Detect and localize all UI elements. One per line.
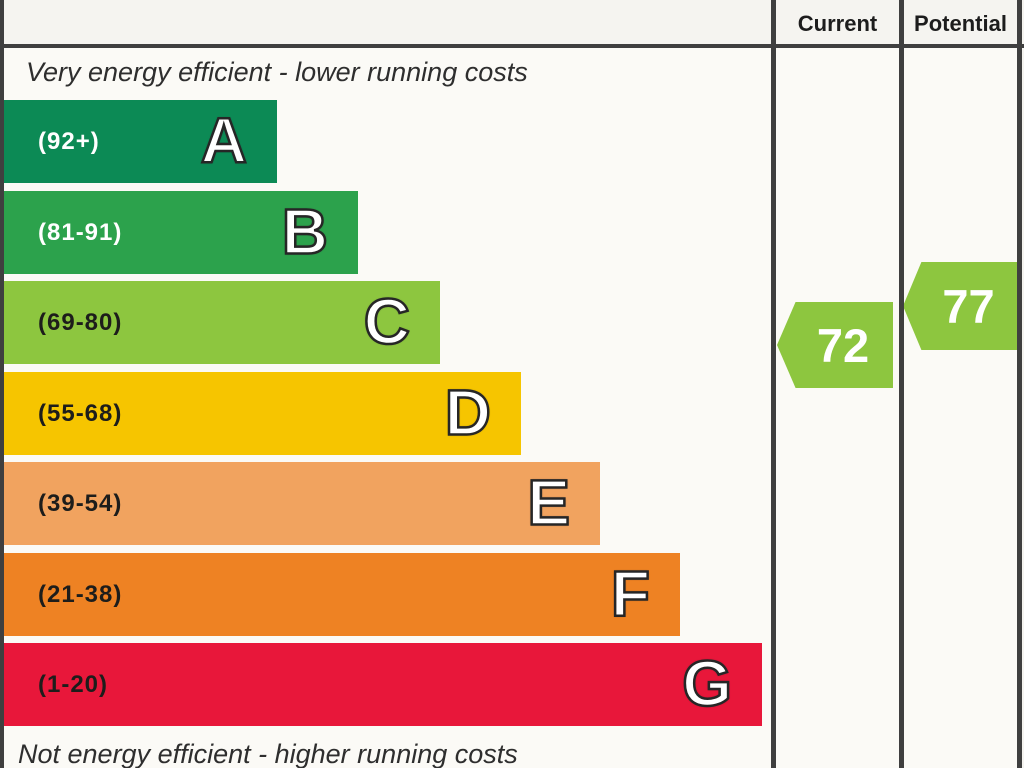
current-column-header: Current bbox=[797, 11, 878, 36]
potential-column-header: Potential bbox=[914, 11, 1007, 36]
band-a-range: (92+) bbox=[38, 127, 100, 155]
band-e: (39-54) E bbox=[4, 462, 600, 545]
band-g: (1-20) G bbox=[4, 643, 762, 726]
band-c-letter: C bbox=[363, 285, 412, 358]
bottom-caption: Not energy efficient - higher running co… bbox=[18, 739, 518, 768]
table-left-border bbox=[0, 0, 4, 768]
band-g-range: (1-20) bbox=[38, 670, 109, 698]
band-g-letter: G bbox=[681, 647, 733, 720]
current-potential-divider bbox=[899, 0, 904, 768]
header-divider-line bbox=[0, 44, 1024, 48]
band-c-range: (69-80) bbox=[38, 308, 123, 336]
chart-current-divider bbox=[771, 0, 776, 768]
band-b: (81-91) B bbox=[4, 191, 358, 274]
band-d: (55-68) D bbox=[4, 372, 521, 455]
band-e-range: (39-54) bbox=[38, 489, 123, 517]
band-a-letter: A bbox=[200, 104, 249, 177]
band-c: (69-80) C bbox=[4, 281, 440, 364]
band-e-letter: E bbox=[526, 466, 571, 539]
table-right-border bbox=[1017, 0, 1022, 768]
band-f-letter: F bbox=[610, 557, 652, 630]
current-rating-marker: 72 bbox=[777, 302, 893, 388]
band-a: (92+) A bbox=[4, 100, 277, 183]
band-d-range: (55-68) bbox=[38, 399, 123, 427]
band-b-range: (81-91) bbox=[38, 218, 123, 246]
band-f: (21-38) F bbox=[4, 553, 680, 636]
band-f-range: (21-38) bbox=[38, 580, 123, 608]
band-b-letter: B bbox=[281, 195, 330, 268]
potential-rating-marker: 77 bbox=[903, 262, 1018, 350]
current-column-background bbox=[776, 48, 899, 768]
potential-column-background bbox=[904, 48, 1017, 768]
top-caption: Very energy efficient - lower running co… bbox=[26, 57, 528, 87]
band-d-letter: D bbox=[444, 376, 493, 449]
